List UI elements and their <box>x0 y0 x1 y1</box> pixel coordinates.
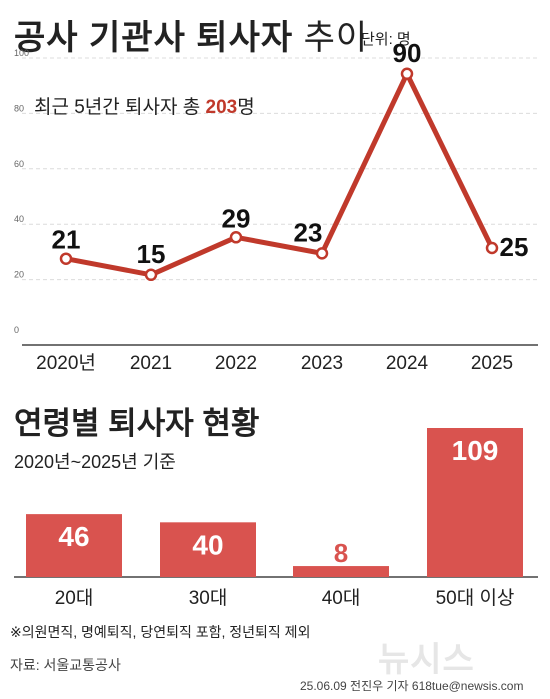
x-tick-label: 2024 <box>386 353 429 374</box>
data-label: 21 <box>52 225 81 255</box>
bar-category-label: 40대 <box>322 587 361 609</box>
bar-category-labels: 20대 30대 40대 50대 이상 <box>55 587 515 609</box>
bar-category-label: 50대 이상 <box>436 587 515 609</box>
credit-label: 25.06.09 전진우 기자 618tue@newsis.com <box>300 679 524 693</box>
bar-value-label: 109 <box>452 435 499 466</box>
y-tick-labels: 0 20 40 60 80 100 <box>14 48 29 335</box>
x-tick-label: 2025 <box>471 353 513 374</box>
y-tick-label: 60 <box>14 159 24 169</box>
bars <box>26 428 523 577</box>
data-label: 25 <box>500 232 529 262</box>
bar-value-labels: 46 40 8 109 <box>58 435 498 568</box>
bar-category-label: 30대 <box>189 587 228 609</box>
data-label: 90 <box>393 38 422 68</box>
y-tick-label: 40 <box>14 214 24 224</box>
series-line <box>65 71 495 278</box>
bar-value-label: 46 <box>58 521 89 552</box>
data-point <box>229 231 243 244</box>
y-tick-label: 100 <box>14 48 29 58</box>
data-label: 29 <box>222 203 251 233</box>
watermark-logo: 뉴시스 <box>378 641 475 679</box>
bar-value-label: 40 <box>192 529 223 560</box>
bar-chart-title: 연령별 퇴사자 현황 <box>14 406 260 441</box>
data-point <box>485 241 499 255</box>
y-tick-label: 0 <box>14 325 19 335</box>
bar-category-label: 20대 <box>55 587 94 609</box>
data-point <box>315 247 329 260</box>
x-tick-label: 2021 <box>130 353 172 374</box>
y-tick-label: 20 <box>14 270 24 280</box>
data-label: 15 <box>137 239 166 269</box>
x-tick-label: 2022 <box>215 353 257 374</box>
line-subtitle: 최근 5년간 퇴사자 총 203명 <box>34 97 255 118</box>
line-points <box>59 67 499 282</box>
bar <box>427 428 523 577</box>
bar <box>160 522 256 577</box>
bar-value-label: 8 <box>334 538 348 568</box>
unit-label: 단위: 명 <box>361 31 411 48</box>
bar <box>26 514 122 577</box>
x-tick-labels: 2020년 2021 2022 2023 2024 2025 <box>36 352 513 374</box>
source-label: 자료: 서울교통공사 <box>10 657 121 673</box>
footnote: ※의원면직, 명예퇴직, 당연퇴직 포함, 정년퇴직 제외 <box>10 624 311 640</box>
y-tick-label: 80 <box>14 103 24 113</box>
bar <box>293 566 389 577</box>
line-value-labels: 21 15 29 23 90 25 <box>52 38 529 269</box>
line-series <box>65 71 495 278</box>
chart-title: 공사 기관사 퇴사자 추이 <box>14 19 369 57</box>
data-point <box>59 252 73 265</box>
x-tick-label: 2023 <box>301 353 343 374</box>
bar-chart-subtitle: 2020년~2025년 기준 <box>14 452 176 472</box>
data-point <box>144 268 158 282</box>
data-point <box>400 67 414 81</box>
data-label: 23 <box>294 217 323 247</box>
x-tick-label: 2020년 <box>36 352 96 374</box>
